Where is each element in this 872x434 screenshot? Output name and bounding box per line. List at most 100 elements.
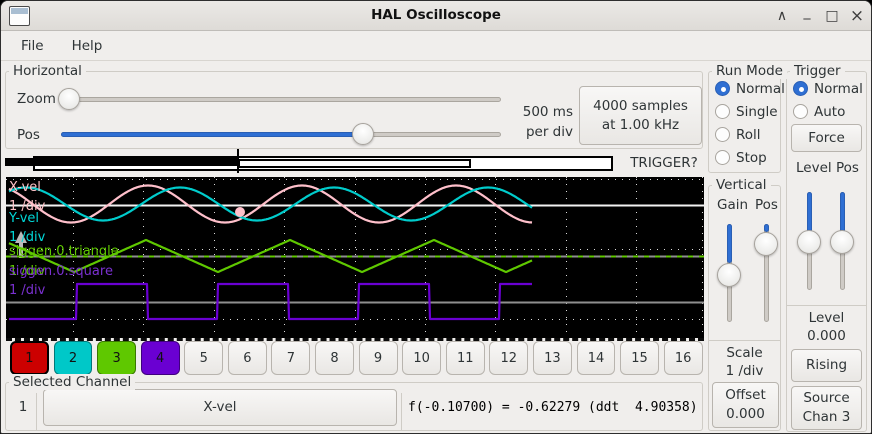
radio-icon[interactable]	[715, 104, 730, 119]
selected-channel-title: Selected Channel	[9, 374, 136, 390]
vertical-pos-slider-handle[interactable]	[754, 232, 778, 256]
scope-channel-label: Y-vel	[9, 211, 40, 226]
timebase-value: 500 ms	[522, 104, 573, 120]
channel-name-button[interactable]: X-vel	[43, 389, 397, 426]
zoom-slider-track[interactable]	[61, 97, 501, 102]
run-mode-option-normal[interactable]: Normal	[709, 77, 785, 100]
pos-slider-label: Pos	[17, 127, 40, 143]
samples-count: 4000 samples	[593, 97, 688, 114]
scale-caption: Scale	[726, 345, 763, 361]
channel-button-7[interactable]: 7	[271, 341, 311, 375]
trigger-pos-slider-label: Pos	[836, 160, 859, 176]
trace-siggen.0.square	[8, 282, 533, 321]
channel-button-12[interactable]: 12	[489, 341, 529, 375]
channel-button-6[interactable]: 6	[227, 341, 267, 375]
trigger-group: Normal Auto Force Level Pos Level 0.000 R…	[786, 71, 867, 432]
shade-icon[interactable]: ∧	[776, 8, 788, 24]
radio-icon[interactable]	[793, 104, 808, 119]
vertical-title: Vertical	[712, 177, 771, 193]
scope-channel-label: 1 /div	[9, 264, 46, 279]
radio-label: Normal	[814, 80, 863, 97]
scope-channel-label: X-vel	[9, 180, 41, 195]
radio-label: Auto	[814, 103, 846, 120]
window-menu-icon[interactable]	[9, 6, 30, 26]
radio-label: Roll	[736, 126, 761, 143]
titlebar: HAL Oscilloscope ∧ _ □ ×	[1, 1, 871, 31]
channel-button-4[interactable]: 4	[140, 341, 180, 375]
channel-button-2[interactable]: 2	[53, 341, 93, 375]
channel-button-15[interactable]: 15	[620, 341, 659, 375]
trigger-source-button[interactable]: Source Chan 3	[791, 386, 862, 430]
radio-label: Normal	[736, 80, 785, 97]
force-trigger-button[interactable]: Force	[791, 124, 862, 152]
channel-button-9[interactable]: 9	[358, 341, 398, 375]
timebase-unit: per div	[525, 124, 573, 140]
radio-icon[interactable]	[793, 81, 808, 96]
scope-channel-label: 1 /div	[9, 199, 46, 214]
radio-icon[interactable]	[715, 127, 730, 142]
gain-slider-label: Gain	[717, 197, 749, 213]
channel-button-13[interactable]: 13	[532, 341, 572, 375]
channel-button-8[interactable]: 8	[315, 341, 354, 375]
vertical-pos-slider-label: Pos	[755, 197, 778, 213]
scope-channel-label: siggen.0.square	[9, 264, 113, 279]
radio-icon[interactable]	[715, 150, 730, 165]
channel-button-16[interactable]: 16	[663, 341, 703, 375]
trigger-level-arrow-icon	[15, 231, 27, 243]
pos-slider-fill	[61, 132, 355, 137]
offset-button[interactable]: Offset 0.000	[712, 382, 779, 428]
pos-slider-handle[interactable]	[352, 123, 374, 145]
scope-channel-label: siggen.0.triangle	[9, 244, 119, 259]
selected-channel-group	[5, 382, 703, 431]
maximize-icon[interactable]: □	[825, 8, 839, 24]
zoom-slider-handle[interactable]	[58, 88, 80, 110]
channel-button-1[interactable]: 1	[10, 341, 49, 375]
trace-X-vel	[8, 184, 533, 224]
trace-Y-vel	[8, 186, 533, 222]
samples-rate: at 1.00 kHz	[601, 116, 680, 133]
gain-slider-handle[interactable]	[717, 263, 741, 287]
menubar: File Help	[1, 31, 871, 61]
trigger-option-normal[interactable]: Normal	[787, 77, 866, 100]
channel-value-readout: f(-0.10700) = -0.62279 (ddt 4.90358)	[408, 400, 698, 415]
vertical-group: Gain Pos Scale 1 /div Offset 0.000	[708, 185, 781, 431]
trigger-edge-button[interactable]: Rising	[791, 349, 862, 382]
trigger-pos-slider-handle[interactable]	[830, 230, 854, 254]
scale-value: 1 /div	[725, 363, 764, 379]
trigger-level-value: 0.000	[807, 328, 846, 344]
channel-button-3[interactable]: 3	[97, 341, 137, 375]
scope-bottom-edge	[6, 338, 704, 341]
display-window-bar	[238, 159, 471, 168]
radio-label: Stop	[736, 149, 767, 166]
scope-waveforms	[6, 184, 704, 321]
scope-channel-label: 1 /div	[9, 230, 46, 245]
scope-channel-label: 1 /div	[9, 283, 46, 298]
horizontal-group	[5, 71, 703, 149]
channel-button-14[interactable]: 14	[576, 341, 616, 375]
trace-siggen.0.triangle	[8, 238, 533, 274]
minimize-icon[interactable]: _	[803, 4, 811, 20]
trigger-status-label: TRIGGER?	[630, 155, 698, 171]
radio-label: Single	[736, 103, 778, 120]
trigger-option-auto[interactable]: Auto	[787, 100, 866, 123]
run-mode-option-roll[interactable]: Roll	[709, 123, 780, 146]
run-mode-title: Run Mode	[712, 63, 787, 79]
channel-button-11[interactable]: 11	[445, 341, 485, 375]
channel-button-5[interactable]: 5	[184, 341, 224, 375]
radio-icon[interactable]	[715, 81, 730, 96]
close-icon[interactable]: ×	[849, 6, 865, 26]
run-mode-option-single[interactable]: Single	[709, 100, 780, 123]
scope-display[interactable]: X-vel 1 /div Y-vel 1 /div siggen.0.triangle 1…	[6, 177, 704, 338]
trigger-position-marker	[237, 149, 239, 173]
trigger-level-slider-handle[interactable]	[797, 230, 821, 254]
horizontal-group-title: Horizontal	[9, 63, 86, 79]
run-mode-option-stop[interactable]: Stop	[709, 146, 780, 169]
trigger-level-slider-label: Level	[796, 160, 832, 176]
window-title: HAL Oscilloscope	[371, 7, 501, 23]
menu-file[interactable]: File	[21, 37, 44, 54]
samples-button[interactable]: 4000 samples at 1.00 kHz	[579, 86, 702, 145]
trigger-title: Trigger	[790, 63, 845, 79]
channel-button-10[interactable]: 10	[402, 341, 442, 375]
menu-help[interactable]: Help	[71, 37, 103, 54]
